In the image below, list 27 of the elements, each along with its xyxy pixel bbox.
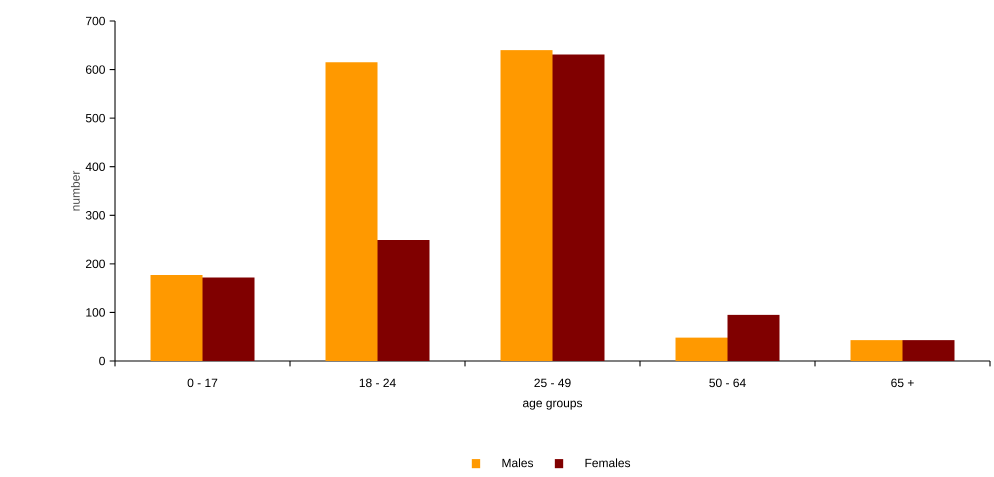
bar: [500, 50, 553, 361]
bar: [378, 240, 430, 361]
bar: [326, 62, 378, 361]
x-tick-label: 25 - 49: [534, 378, 571, 388]
bar: [552, 54, 605, 361]
bar: [676, 338, 728, 361]
x-tick-label: 0 - 17: [188, 378, 218, 388]
legend-label: Males: [502, 458, 534, 468]
legend-label: Females: [586, 458, 630, 468]
bar: [150, 275, 203, 361]
y-tick-label: 400: [86, 162, 105, 171]
bar: [202, 277, 255, 361]
x-tick-label: 50 - 64: [709, 378, 746, 388]
y-tick-label: 700: [86, 16, 105, 26]
bar: [728, 314, 780, 361]
y-tick-label: 0: [99, 356, 105, 366]
y-tick-label: 600: [86, 65, 105, 74]
y-tick-label: 300: [86, 211, 105, 220]
bar: [902, 340, 954, 361]
y-tick-label: 500: [86, 114, 105, 122]
x-tick-label: 18 - 24: [360, 378, 396, 388]
y-tick-label: 100: [86, 308, 105, 317]
y-axis-title: number: [70, 170, 80, 211]
bar: [850, 340, 902, 361]
y-tick-label: 200: [86, 260, 105, 268]
x-axis-title: age groups: [522, 400, 582, 410]
x-tick-label: 65 +: [891, 378, 914, 388]
